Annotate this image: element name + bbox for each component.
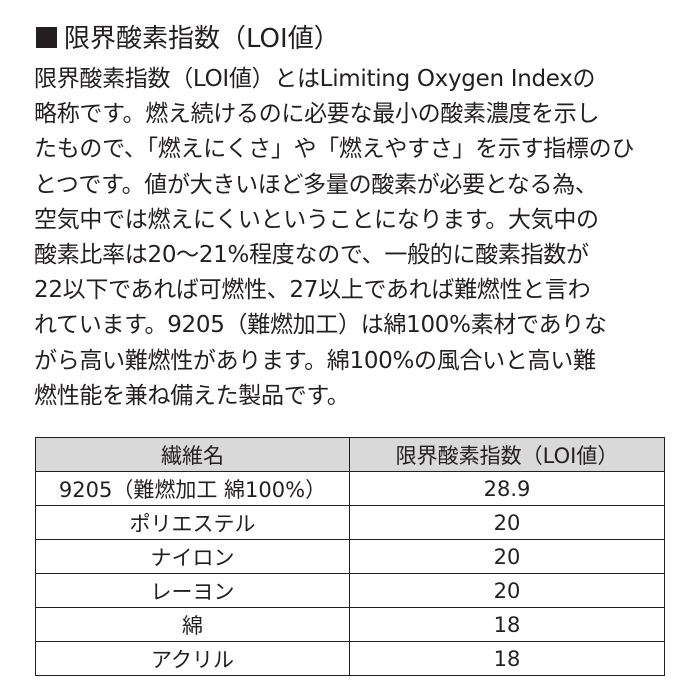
loi-value: 18 bbox=[349, 641, 665, 676]
paragraph: 限界酸素指数（LOI値）とはLimiting Oxygen Indexの 略称です… bbox=[34, 62, 684, 414]
header-row: 繊維名 限界酸素指数（LOI値） bbox=[35, 437, 665, 472]
fiber-name: レーヨン bbox=[35, 573, 350, 608]
loi-value: 20 bbox=[349, 573, 665, 608]
heading-bullet bbox=[36, 27, 57, 48]
fiber-name: 綿 bbox=[35, 607, 350, 642]
loi-value: 28.9 bbox=[349, 471, 665, 506]
paragraph-line: 空気中では燃えにくいということになります。大気中の bbox=[34, 206, 599, 233]
table-row: 綿 18 bbox=[35, 607, 665, 642]
loi-value: 18 bbox=[349, 607, 665, 642]
table-row: ポリエステル 20 bbox=[35, 505, 665, 540]
header-cell: 限界酸素指数（LOI値） bbox=[349, 437, 665, 472]
paragraph-line: 略称です。燃え続けるのに必要な最小の酸素濃度を示し bbox=[34, 101, 600, 128]
table-row: レーヨン 20 bbox=[35, 573, 665, 608]
paragraph-line: がら高い難燃性があります。綿100%の風合いと高い難 bbox=[34, 347, 596, 374]
loi-table: 繊維名 限界酸素指数（LOI値） 9205（難燃加工 綿100%） 28.9 ポリエス… bbox=[35, 437, 665, 676]
loi-value: 20 bbox=[349, 505, 665, 540]
paragraph-line: れています。9205（難燃加工）は綿100%素材でありな bbox=[34, 312, 607, 339]
paragraph-line: たもので、「燃えにくさ」や「燃えやすさ」を示す指標のひ bbox=[34, 136, 635, 163]
fiber-name: ポリエステル bbox=[35, 505, 350, 540]
table-row: ナイロン 20 bbox=[35, 539, 665, 574]
fiber-name: アクリル bbox=[35, 641, 350, 676]
paragraph-line: 22以下であれば可燃性、27以上であれば難燃性と言わ bbox=[34, 277, 591, 304]
table-row: アクリル 18 bbox=[35, 641, 665, 676]
loi-value: 20 bbox=[349, 539, 665, 574]
heading: 限界酸素指数（LOI値） bbox=[64, 24, 340, 54]
table-body: 9205（難燃加工 綿100%） 28.9 ポリエステル 20 ナイロン 20 レーヨン 20… bbox=[35, 471, 665, 676]
paragraph-line: 限界酸素指数（LOI値）とはLimiting Oxygen Indexの bbox=[34, 66, 596, 92]
fiber-name: ナイロン bbox=[35, 539, 350, 574]
paragraph-line: 酸素比率は20～21%程度なので、一般的に酸素指数が bbox=[34, 241, 589, 268]
paragraph-line: とつです。値が大きいほど多量の酸素が必要となる為、 bbox=[34, 171, 598, 198]
paragraph-line: 燃性能を兼ね備えた製品です。 bbox=[34, 382, 350, 409]
fiber-name: 9205（難燃加工 綿100%） bbox=[35, 471, 350, 506]
header-cell: 繊維名 bbox=[35, 437, 350, 472]
table-row: 9205（難燃加工 綿100%） 28.9 bbox=[35, 471, 665, 506]
